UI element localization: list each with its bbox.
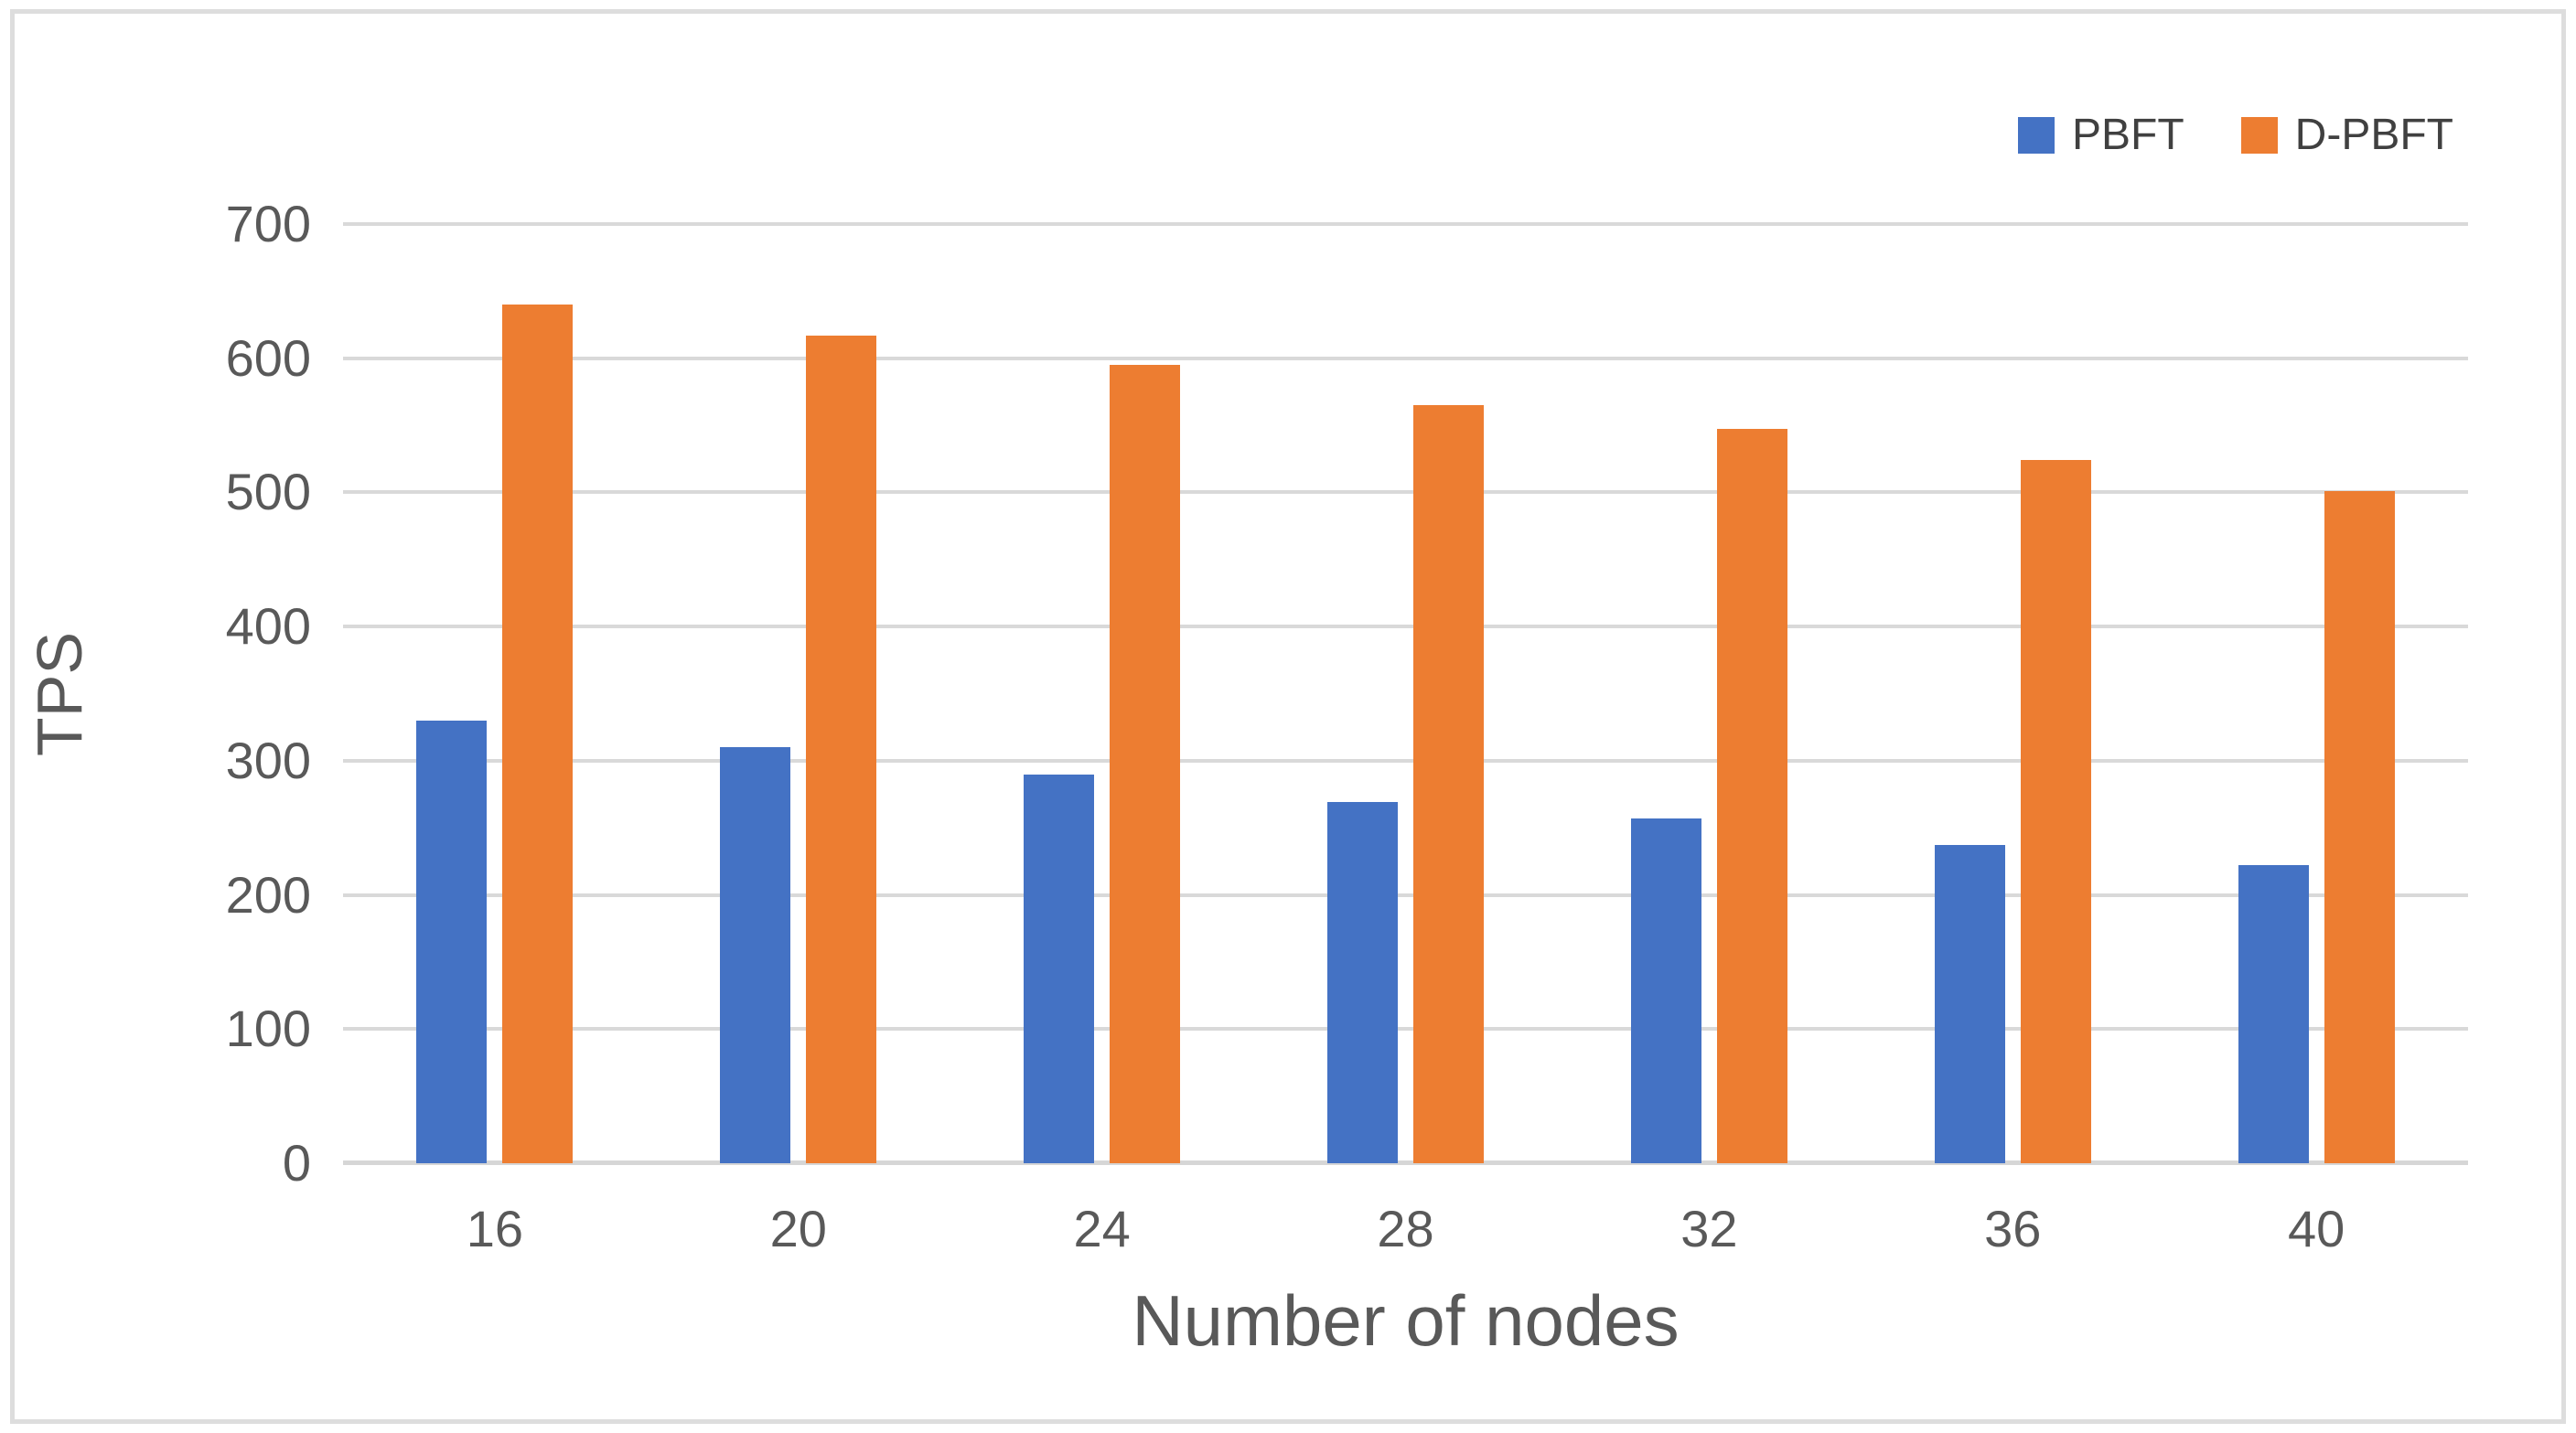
x-axis-title: Number of nodes [1132,1280,1680,1361]
y-tick-label: 0 [282,1134,311,1192]
legend: PBFT D-PBFT [2018,113,2453,157]
x-axis-line [343,1160,2468,1165]
bar-d-pbft [1716,429,1787,1163]
bar-pbft [416,720,488,1163]
bars-layer [343,224,2468,1163]
gridline [343,758,2468,763]
bar-d-pbft [2020,460,2091,1163]
bar-group-40 [2164,224,2468,1163]
figure-border [10,9,2566,1424]
bar-pbft [1630,818,1701,1163]
gridline [343,356,2468,360]
bar-d-pbft [2324,490,2395,1163]
bar-d-pbft [1413,405,1484,1163]
gridline [343,625,2468,629]
bar-d-pbft [806,335,877,1163]
bar-pbft [1327,802,1398,1163]
bar-pbft [2238,865,2309,1163]
x-tick-label: 20 [769,1200,827,1257]
x-tick-label: 24 [1073,1200,1131,1257]
bar-pbft [1934,845,2005,1163]
y-tick-label: 200 [225,865,311,924]
bar-group-16 [343,224,647,1163]
legend-swatch-pbft [2018,117,2055,154]
bar-group-28 [1254,224,1558,1163]
bar-group-32 [1557,224,1861,1163]
gridline [343,1027,2468,1032]
x-axis-tick-labels: 16 20 24 28 32 36 40 [343,1203,2468,1255]
bar-group-20 [647,224,950,1163]
gridline [343,222,2468,226]
y-axis-tick-labels: 0 100 200 300 400 500 600 700 [119,198,311,1189]
plot-area [343,222,2468,1165]
y-axis-title-text: TPS [24,631,96,756]
x-tick-label: 40 [2287,1200,2345,1257]
x-tick-label: 28 [1377,1200,1434,1257]
x-tick-label: 36 [1984,1200,2042,1257]
y-tick-label: 500 [225,463,311,521]
legend-swatch-d-pbft [2240,117,2278,154]
gridline [343,893,2468,897]
y-tick-label: 700 [225,195,311,252]
x-tick-label: 16 [466,1200,524,1257]
bar-pbft [720,747,791,1163]
gridline [343,490,2468,495]
y-tick-label: 400 [225,597,311,656]
y-axis-title: TPS [18,224,101,1163]
bar-d-pbft [502,305,574,1163]
y-tick-label: 100 [225,1000,311,1058]
legend-label-d-pbft: D-PBFT [2294,111,2453,159]
bar-d-pbft [1110,365,1181,1163]
bar-pbft [1024,774,1095,1163]
y-tick-label: 600 [225,328,311,387]
bar-group-36 [1861,224,2164,1163]
legend-item-d-pbft: D-PBFT [2240,111,2453,159]
bar-group-24 [950,224,1254,1163]
legend-item-pbft: PBFT [2018,113,2184,157]
x-tick-label: 32 [1680,1200,1738,1257]
y-tick-label: 300 [225,731,311,789]
legend-label-pbft: PBFT [2072,111,2184,159]
